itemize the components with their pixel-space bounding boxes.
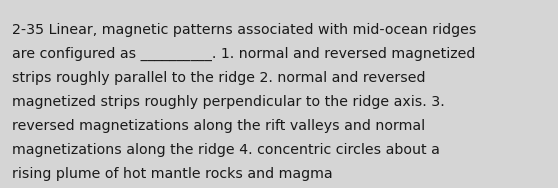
Text: magnetized strips roughly perpendicular to the ridge axis. 3.: magnetized strips roughly perpendicular … [12, 95, 445, 109]
Text: rising plume of hot mantle rocks and magma: rising plume of hot mantle rocks and mag… [12, 167, 333, 181]
Text: strips roughly parallel to the ridge 2. normal and reversed: strips roughly parallel to the ridge 2. … [12, 71, 426, 85]
Text: reversed magnetizations along the rift valleys and normal: reversed magnetizations along the rift v… [12, 119, 425, 133]
Text: 2-35 Linear, magnetic patterns associated with mid-ocean ridges: 2-35 Linear, magnetic patterns associate… [12, 23, 477, 36]
Text: are configured as __________. 1. normal and reversed magnetized: are configured as __________. 1. normal … [12, 47, 475, 61]
Text: magnetizations along the ridge 4. concentric circles about a: magnetizations along the ridge 4. concen… [12, 143, 440, 157]
